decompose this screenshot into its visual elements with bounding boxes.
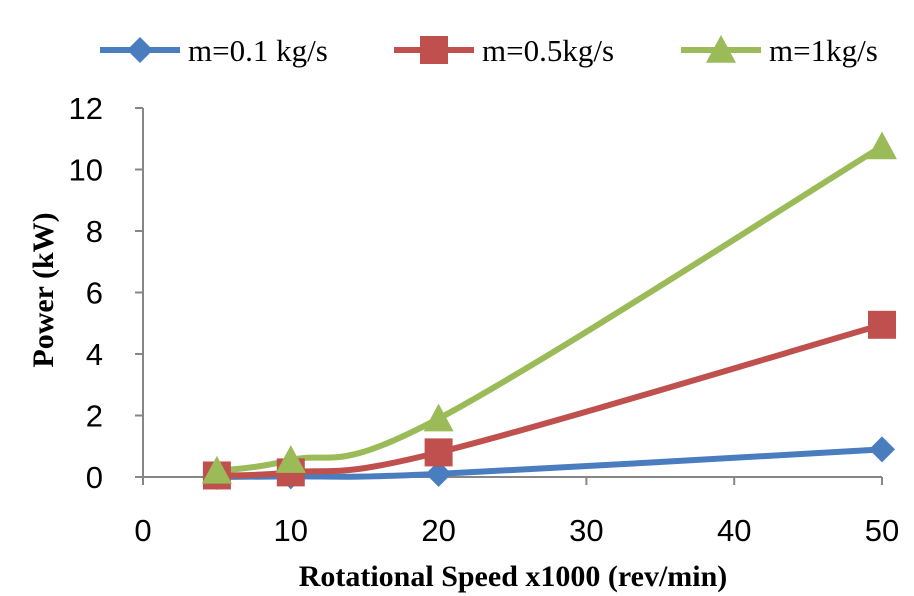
y-tick-label: 2 [86,399,103,434]
data-point-square [424,438,453,467]
legend-item: m=1kg/s [681,33,878,68]
y-tick-label: 8 [86,214,103,249]
legend-marker-square [420,36,448,64]
data-point-diamond [425,460,452,487]
y-tick-label: 10 [69,153,103,188]
x-tick-label: 20 [421,513,455,548]
y-tick-label: 4 [86,337,103,372]
y-tick-label: 0 [86,460,103,495]
x-tick-label: 40 [717,513,751,548]
legend-marker-triangle [706,35,736,63]
legend-marker-diamond [127,37,153,63]
data-point-triangle [201,455,232,484]
x-tick-label: 10 [274,513,308,548]
legend-item: m=0.5kg/s [394,33,614,68]
legend-item: m=0.1 kg/s [100,33,328,68]
y-tick-labels: 0 2 4 6 8 10 12 [69,91,143,495]
series-lines [213,143,885,480]
data-point-triangle [867,131,897,160]
data-point-diamond [869,436,895,463]
legend: m=0.1 kg/s m=0.5kg/s m=1kg/s [100,33,878,68]
series-markers [201,131,897,490]
y-tick-label: 12 [69,91,103,126]
axes [142,108,882,478]
y-axis-title: Power (kW) [27,212,60,367]
legend-label: m=1kg/s [769,33,878,68]
data-point-square [868,310,896,339]
data-point-triangle [423,403,454,432]
x-tick-label: 50 [865,513,899,548]
legend-label: m=0.5kg/s [482,33,614,68]
data-point-triangle [275,445,306,473]
legend-label: m=0.1 kg/s [188,33,328,68]
y-tick-label: 6 [86,276,103,311]
x-tick-label: 0 [134,513,151,548]
x-axis-title: Rotational Speed x1000 (rev/min) [299,560,728,593]
x-tick-labels: 0 10 20 30 40 50 [134,477,899,548]
x-tick-label: 30 [569,513,603,548]
